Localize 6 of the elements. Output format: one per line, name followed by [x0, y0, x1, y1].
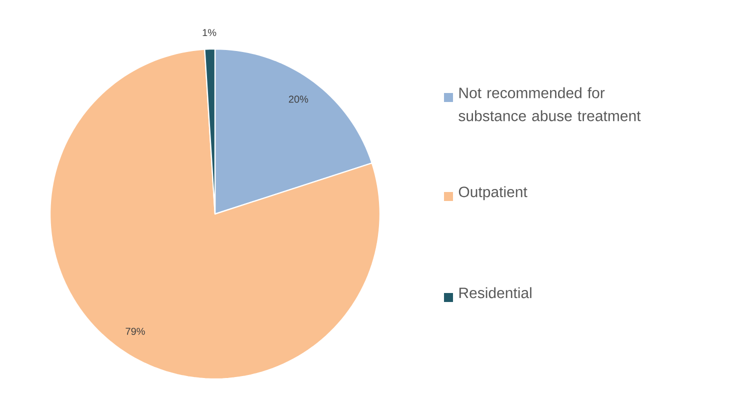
data-label: 79%: [126, 328, 145, 335]
data-label: 20%: [288, 96, 308, 103]
legend-label: Not recommended for substance abuse treatment: [458, 87, 641, 122]
legend-label: Residential: [459, 287, 532, 298]
data-label: 1%: [202, 29, 216, 36]
legend-label: Outpatient: [458, 186, 528, 200]
